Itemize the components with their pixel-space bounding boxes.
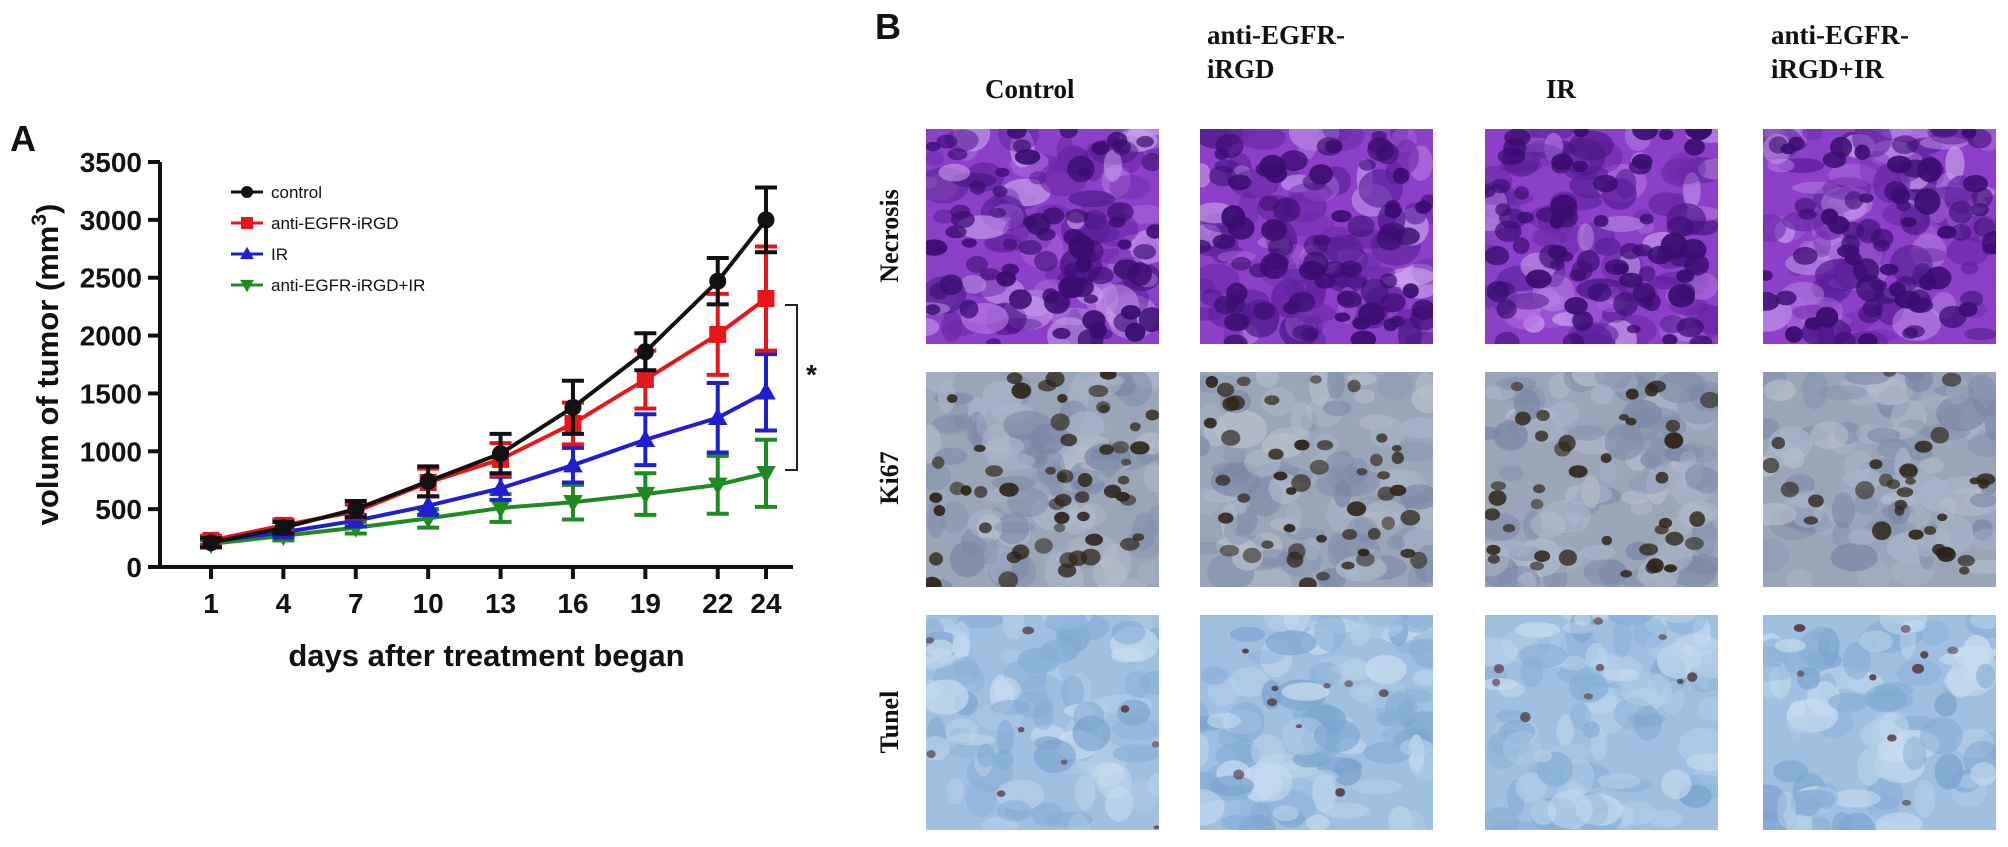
legend-label: anti-EGFR-iRGD bbox=[271, 214, 399, 233]
x-tick-label: 19 bbox=[630, 588, 661, 619]
histology-image-he bbox=[1485, 129, 1718, 344]
data-point bbox=[492, 445, 510, 463]
column-label: anti-EGFR- iRGD+IR bbox=[1771, 20, 1909, 84]
x-tick-label: 16 bbox=[557, 588, 588, 619]
significance-star: * bbox=[806, 359, 817, 390]
legend-entry: control bbox=[231, 183, 322, 202]
legend-label: IR bbox=[271, 245, 288, 264]
data-point bbox=[635, 486, 656, 505]
data-point bbox=[707, 407, 728, 425]
x-tick-label: 13 bbox=[485, 588, 516, 619]
histology-image-ki67 bbox=[1200, 372, 1433, 587]
chart-legend: control anti-EGFR-iRGD IR anti-EGFR-iRGD+IR bbox=[231, 183, 425, 295]
column-label: anti-EGFR- iRGD bbox=[1207, 20, 1345, 84]
panel-b-letter: B bbox=[875, 6, 901, 47]
data-point bbox=[636, 371, 654, 389]
legend-marker bbox=[240, 279, 254, 293]
y-tick-label: 500 bbox=[95, 494, 142, 525]
histology-image-he bbox=[926, 129, 1159, 344]
x-tick-label: 22 bbox=[702, 588, 733, 619]
y-tick-label: 2500 bbox=[80, 263, 142, 294]
tumor-volume-line-chart: 0 500 1000 1500 2000 2500 3000 3500 1 4 7 10 13 16 19 2… bbox=[28, 147, 817, 673]
bracket-line bbox=[785, 304, 798, 471]
data-point bbox=[707, 477, 728, 496]
data-point bbox=[418, 495, 438, 513]
data-point bbox=[709, 325, 727, 343]
y-tick-label: 3500 bbox=[80, 147, 142, 178]
y-tick-label: 1000 bbox=[80, 436, 142, 467]
histology-image-he bbox=[1763, 129, 1996, 344]
significance-bracket: * bbox=[785, 304, 817, 471]
x-tick-label: 1 bbox=[203, 588, 219, 619]
data-point bbox=[636, 343, 654, 361]
histology-image-tunel bbox=[926, 615, 1159, 830]
data-point bbox=[757, 211, 775, 229]
x-tick-label: 24 bbox=[750, 588, 782, 619]
histology-image-tunel bbox=[1200, 615, 1433, 830]
data-point bbox=[635, 429, 656, 447]
data-point bbox=[756, 466, 776, 484]
legend-label: control bbox=[271, 183, 322, 202]
row-label: Ki67 bbox=[875, 451, 904, 505]
histology-image-he bbox=[1200, 129, 1433, 344]
series-line bbox=[210, 296, 768, 543]
data-point bbox=[274, 519, 292, 537]
series-0 bbox=[200, 185, 777, 552]
x-tick-label: 7 bbox=[348, 588, 364, 619]
histology-image-tunel bbox=[1485, 615, 1718, 830]
chart-series-group bbox=[200, 185, 777, 555]
data-point bbox=[709, 272, 727, 290]
histology-image-ki67 bbox=[926, 372, 1159, 587]
data-point bbox=[202, 534, 220, 552]
histology-image-tunel bbox=[1763, 615, 1996, 830]
column-label: Control bbox=[985, 74, 1075, 104]
row-label: Tunel bbox=[875, 690, 904, 754]
legend-marker bbox=[241, 186, 253, 198]
data-point bbox=[757, 290, 775, 308]
legend-marker bbox=[241, 217, 253, 229]
row-label: Necrosis bbox=[875, 189, 904, 283]
data-point bbox=[490, 478, 511, 496]
y-axis-label: volum of tumor (mm3) bbox=[28, 204, 65, 526]
y-tick-label: 2000 bbox=[80, 321, 142, 352]
histology-image-ki67 bbox=[1485, 372, 1718, 587]
legend-entry: anti-EGFR-iRGD+IR bbox=[231, 276, 425, 295]
legend-entry: IR bbox=[231, 245, 288, 264]
x-axis-label: days after treatment began bbox=[288, 638, 684, 673]
legend-entry: anti-EGFR-iRGD bbox=[231, 214, 399, 233]
x-tick-label: 4 bbox=[276, 588, 292, 619]
data-point bbox=[347, 500, 365, 518]
column-label: IR bbox=[1546, 74, 1577, 104]
chart-axes: 0 500 1000 1500 2000 2500 3000 3500 1 4 7 10 13 16 19 2… bbox=[80, 147, 793, 673]
data-point bbox=[756, 382, 776, 400]
data-point bbox=[490, 500, 511, 519]
y-tick-label: 3000 bbox=[80, 205, 142, 236]
x-tick-label: 10 bbox=[413, 588, 444, 619]
y-tick-label: 0 bbox=[126, 552, 142, 583]
histology-image-ki67 bbox=[1763, 372, 1996, 587]
data-point bbox=[563, 454, 583, 473]
y-axis-label-text: volum of tumor (mm3) bbox=[28, 204, 65, 526]
series-line bbox=[210, 218, 768, 545]
data-point bbox=[419, 472, 437, 490]
data-point bbox=[563, 494, 583, 513]
data-point bbox=[564, 398, 582, 416]
legend-label: anti-EGFR-iRGD+IR bbox=[271, 276, 425, 295]
legend-marker bbox=[240, 246, 254, 260]
y-tick-label: 1500 bbox=[80, 378, 142, 409]
panel-a-letter: A bbox=[10, 118, 36, 159]
